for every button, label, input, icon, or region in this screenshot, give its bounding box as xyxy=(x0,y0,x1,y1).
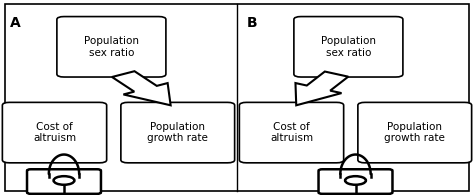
FancyBboxPatch shape xyxy=(239,102,344,163)
Text: A: A xyxy=(9,16,20,30)
FancyBboxPatch shape xyxy=(2,102,107,163)
Text: Population
growth rate: Population growth rate xyxy=(384,122,445,143)
Polygon shape xyxy=(112,71,171,105)
FancyBboxPatch shape xyxy=(57,17,166,77)
Polygon shape xyxy=(295,72,348,105)
FancyBboxPatch shape xyxy=(27,169,101,194)
FancyBboxPatch shape xyxy=(294,17,403,77)
FancyBboxPatch shape xyxy=(121,102,235,163)
Text: Population
sex ratio: Population sex ratio xyxy=(84,36,139,58)
Text: Population
growth rate: Population growth rate xyxy=(147,122,208,143)
Text: Cost of
altruism: Cost of altruism xyxy=(270,122,313,143)
Text: B: B xyxy=(246,16,257,30)
FancyBboxPatch shape xyxy=(319,169,392,194)
Text: Population
sex ratio: Population sex ratio xyxy=(321,36,376,58)
FancyBboxPatch shape xyxy=(358,102,472,163)
Text: Cost of
altruism: Cost of altruism xyxy=(33,122,76,143)
FancyBboxPatch shape xyxy=(5,4,469,191)
